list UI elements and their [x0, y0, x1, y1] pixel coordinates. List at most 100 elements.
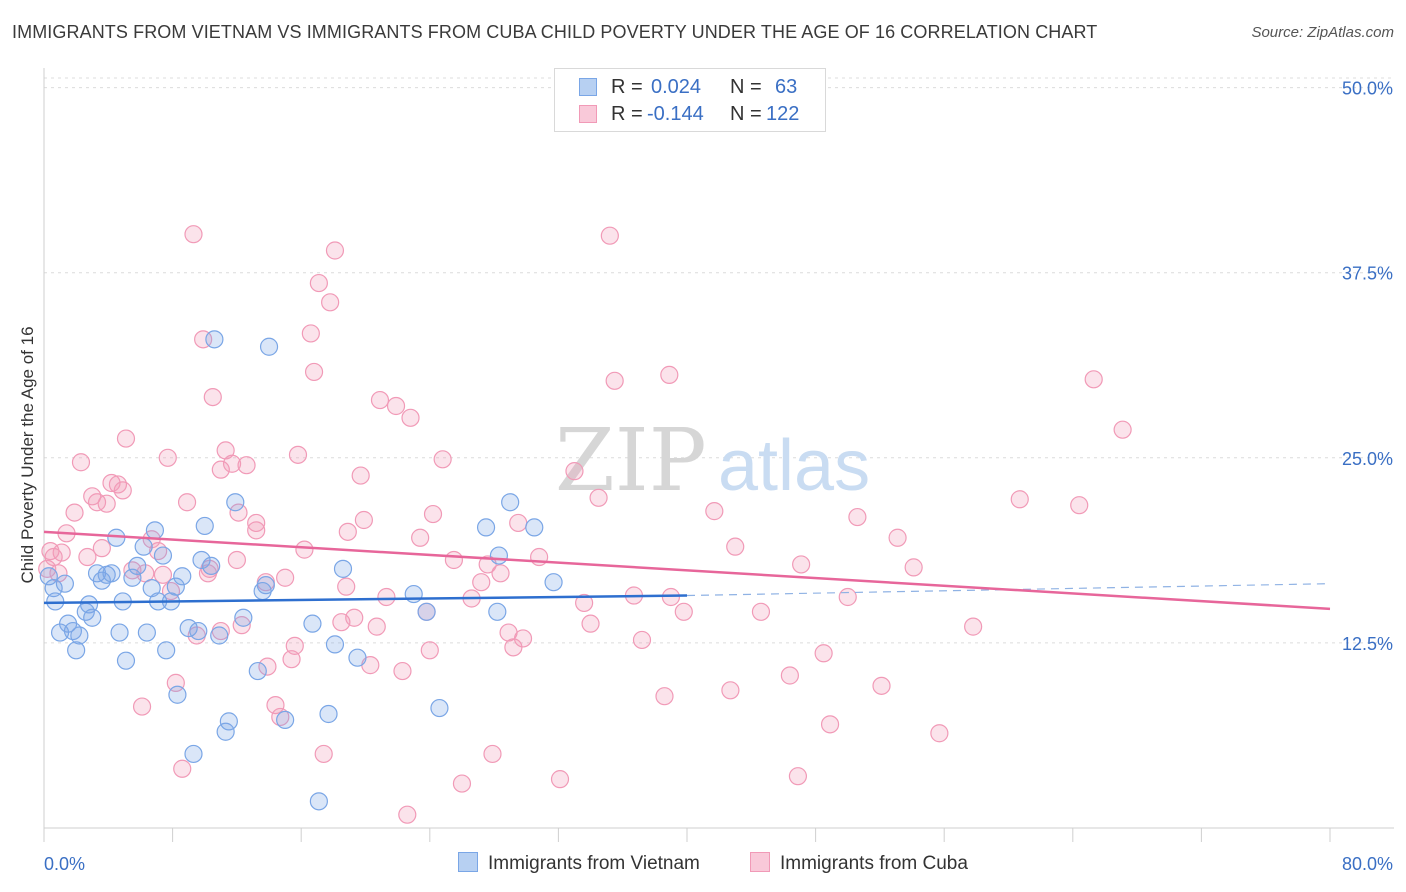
cuba-point — [173, 759, 192, 778]
n-label: N = — [730, 103, 762, 125]
vietnam-point — [137, 623, 156, 642]
vietnam-point — [303, 614, 322, 633]
n-value-vietnam: 63 — [775, 76, 798, 98]
vietnam-point — [309, 792, 328, 811]
vietnam-point — [168, 685, 187, 704]
cuba-point — [247, 521, 266, 540]
vietnam-legend-swatch — [458, 852, 478, 872]
vietnam-point — [248, 661, 267, 681]
cuba-point — [930, 724, 949, 743]
vietnam-point — [525, 518, 544, 537]
cuba-point — [282, 650, 301, 669]
cuba-point — [108, 475, 128, 494]
vietnam-trend-line — [43, 594, 688, 605]
cuba-trend-line — [43, 530, 1331, 611]
cuba-point — [565, 462, 584, 481]
cuba-point — [237, 456, 256, 475]
cuba-point — [401, 408, 420, 427]
cuba-point — [420, 641, 439, 660]
vietnam-point — [226, 493, 245, 512]
correlation-legend: R = 0.024 N = 63 R = -0.144 N = 122 — [554, 68, 826, 132]
vietnam-point — [210, 626, 229, 645]
x-tick-label: 80.0% — [1342, 854, 1393, 874]
cuba-point — [605, 371, 624, 390]
cuba-point — [632, 630, 652, 650]
watermark-atlas: atlas — [718, 426, 870, 506]
vietnam-point — [173, 567, 192, 586]
n-label: N = — [730, 76, 762, 98]
vietnam-point — [157, 641, 176, 660]
cuba-point — [337, 577, 356, 596]
vietnam-point — [46, 592, 65, 611]
cuba-point — [660, 365, 679, 384]
cuba-point — [338, 522, 357, 541]
cuba-point — [444, 550, 464, 570]
vietnam-point — [110, 623, 129, 642]
cuba-point — [301, 324, 320, 343]
vietnam-point — [259, 337, 279, 356]
cuba-point — [483, 744, 502, 764]
vietnam-point — [216, 722, 235, 741]
cuba-point — [550, 770, 570, 789]
vietnam-point — [128, 556, 147, 576]
source-label: Source: ZipAtlas.com — [1251, 24, 1394, 41]
vietnam-point — [145, 521, 165, 540]
cuba-point — [655, 687, 674, 706]
cuba-point — [266, 695, 285, 715]
vietnam-point — [404, 584, 423, 604]
vietnam-point — [79, 595, 99, 614]
vietnam-point — [319, 704, 338, 724]
cuba-point — [232, 616, 251, 635]
cuba-point — [674, 602, 693, 621]
vietnam-point — [44, 579, 63, 598]
vietnam-point — [489, 546, 509, 565]
cuba-point — [158, 448, 177, 467]
vietnam-point — [189, 621, 208, 641]
vietnam-point — [184, 744, 203, 764]
axes — [43, 68, 1394, 842]
y-tick-label: 25.0% — [1342, 449, 1393, 469]
tick-labels: 12.5% 25.0% 37.5% 50.0% 0.0% 80.0% — [44, 79, 1393, 874]
cuba-point — [386, 396, 406, 416]
vietnam-point — [256, 576, 275, 595]
vietnam-point — [70, 626, 89, 645]
vietnam-point — [102, 564, 121, 583]
cuba-legend-swatch — [750, 852, 770, 872]
cuba-point — [97, 494, 116, 513]
cuba-point — [227, 550, 246, 570]
cuba-point — [78, 547, 97, 567]
r-value-cuba: -0.144 — [647, 103, 704, 125]
watermark: ZIP atlas — [555, 411, 870, 511]
cuba-point — [71, 453, 91, 472]
cuba-point — [377, 587, 396, 607]
cuba-point — [92, 539, 111, 558]
vietnam-point — [488, 602, 507, 621]
cuba-point — [367, 617, 386, 636]
x-tick-label: 0.0% — [44, 854, 85, 874]
cuba-point — [184, 225, 203, 244]
vietnam-point — [417, 602, 436, 621]
cuba-point — [513, 629, 533, 648]
chart-title: IMMIGRANTS FROM VIETNAM VS IMMIGRANTS FR… — [12, 22, 1098, 42]
watermark-zip: ZIP — [555, 411, 707, 511]
cuba-point — [589, 488, 608, 507]
cuba-point — [258, 657, 277, 676]
cuba-point — [1084, 370, 1103, 389]
cuba-point — [276, 568, 295, 587]
vietnam-swatch — [579, 78, 597, 96]
y-tick-label: 12.5% — [1342, 634, 1393, 654]
cuba-point — [721, 681, 740, 700]
cuba-point — [370, 390, 390, 410]
cuba-point — [102, 473, 121, 493]
cuba-point — [288, 445, 308, 464]
cuba-point — [888, 528, 907, 547]
vietnam-point — [83, 608, 102, 627]
cuba-point — [177, 493, 197, 512]
vietnam-point — [192, 550, 211, 570]
vietnam-legend-label: Immigrants from Vietnam — [488, 853, 700, 874]
cuba-legend-label: Immigrants from Cuba — [780, 853, 968, 874]
r-label: R = — [611, 76, 643, 98]
cuba-point — [247, 513, 266, 533]
vietnam-trend-extension — [686, 583, 1331, 597]
